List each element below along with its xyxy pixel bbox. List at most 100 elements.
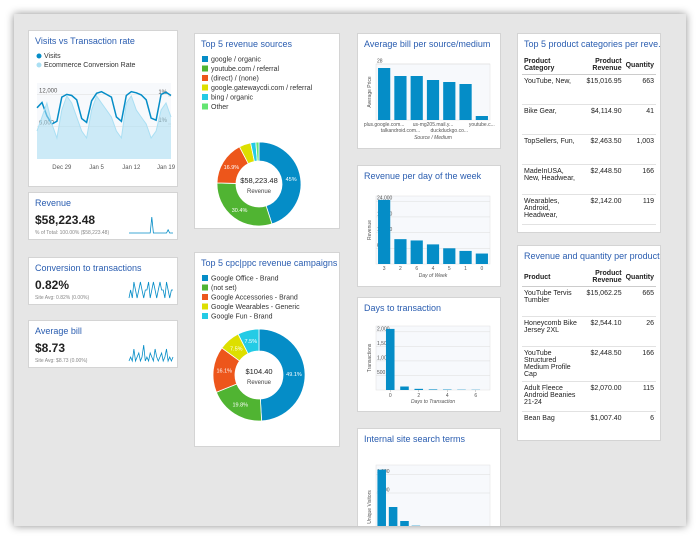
table-cell: MadeInUSA, New, Headwear,: [522, 164, 580, 195]
table-cell: 166: [623, 164, 656, 195]
sparkline-chart: [128, 281, 173, 299]
x-tick-label: Dec 29: [52, 165, 72, 171]
x-tick-label: Jan 12: [122, 165, 141, 171]
center-label: Revenue: [247, 380, 272, 386]
table-row: Bike Gear, $4,114.90 41: [522, 104, 656, 135]
chart: Google Office - Brand (not set) Google Acc…: [202, 275, 306, 422]
x-tick-label: 4: [432, 266, 435, 272]
x-tick-label: duckduckgo.co...: [431, 128, 469, 134]
legend-label: (not set): [211, 285, 237, 292]
pie-slice: [258, 141, 302, 225]
y-tick-label: 2,000: [377, 326, 390, 332]
bar: [394, 76, 407, 120]
column-header: Quantity: [623, 268, 656, 287]
x-tick-label: 0: [389, 393, 392, 399]
metric-subtitle: Site Avg: $8.73 (0.00%): [35, 358, 88, 364]
widget: 500 1,000 1,500 2,000 Transactions 0 2 4 6 Days t…: [357, 297, 501, 412]
value-label: 19.8%: [232, 403, 248, 409]
header-row: Product Product Revenue Quantity: [522, 268, 656, 287]
widget-title: Revenue: [35, 198, 72, 208]
plot-area: [375, 325, 491, 391]
x-tick-label: 6: [415, 266, 418, 272]
table-cell: Bike Gear,: [522, 104, 580, 135]
bar: [394, 239, 407, 264]
sparkline: [128, 344, 174, 363]
x-tick-label: talkandroid.com...: [381, 128, 420, 134]
sparkline-chart: [129, 216, 173, 234]
bar: [378, 199, 391, 264]
bar: [459, 84, 472, 120]
table-row: MadeInUSA, New, Headwear, $2,448.50 166: [522, 164, 656, 195]
table-cell: $2,448.50: [579, 164, 624, 195]
x-tick-label: 5: [448, 266, 451, 272]
table-row: YouTube Tervis Tumbler $15,062.25 665: [522, 286, 656, 317]
widget-title: Average bill per source/medium: [364, 39, 491, 49]
metric-value: $58,223.48: [35, 213, 96, 227]
widget: Revenue and quantity per product Product P…: [517, 245, 661, 441]
table-cell: 41: [623, 104, 656, 135]
table-row: YouTube, New, $15,016.95 663: [522, 74, 656, 105]
legend-swatch: [202, 284, 208, 291]
bar: [400, 386, 409, 390]
y-axis-label: Unique Visitors: [367, 490, 373, 524]
pie-slice: [258, 328, 306, 422]
widget: 6,00012,00018,00024,000Revenue3264510Day…: [357, 165, 501, 287]
center-value: $104.40: [245, 367, 272, 376]
widget-title: Average bill: [35, 326, 82, 336]
bar: [426, 244, 440, 264]
y-tick-label: 12,000: [39, 88, 58, 94]
bar: [443, 82, 456, 120]
table-cell: $1,007.40: [580, 411, 624, 440]
widget-title: Top 5 product categories per reve...: [524, 39, 661, 49]
widget: Conversion to transactions 0.82% Site Avg:…: [28, 257, 178, 305]
legend-label: Visits: [44, 53, 61, 60]
table-cell: 665: [623, 286, 656, 317]
table-row: Adult Fleece Android Beanies 21-24 $2,070…: [522, 381, 656, 412]
legend-label: Google Office - Brand: [211, 276, 279, 283]
bar: [410, 240, 423, 264]
legend-swatch: [202, 84, 208, 91]
chart: 6,00012,00018,00024,000Revenue3264510Day…: [367, 196, 491, 279]
value-label: 30.4%: [232, 208, 248, 214]
table-cell: 26: [623, 316, 656, 347]
bar: [475, 116, 488, 120]
table-cell: $15,062.25: [580, 286, 624, 317]
legend-label: Google Fun - Brand: [211, 314, 273, 321]
legend-swatch: [202, 275, 208, 281]
widget-title: Top 5 revenue sources: [201, 39, 293, 49]
legend-label: Google Wearables - Generic: [211, 304, 300, 311]
x-tick-label: 2: [399, 266, 402, 272]
metric-subtitle: % of Total: 100.00% ($58,223.48): [35, 230, 110, 236]
table-cell: YouTube Structured Medium Profile Cap: [522, 346, 581, 382]
chart: 500 1,000 1,500 2,000 Transactions 0 2 4 6 Days t…: [367, 325, 491, 405]
table-cell: 6: [623, 411, 656, 440]
value-label: 16.1%: [216, 369, 232, 375]
column-header: Product Revenue: [579, 56, 624, 75]
bar: [443, 248, 456, 264]
bar: [377, 469, 386, 526]
widget-title: Top 5 cpc|ppc revenue campaigns: [201, 258, 338, 268]
x-tick-label: plus.google.com...: [364, 122, 405, 128]
center-label: Revenue: [247, 189, 272, 195]
widget: Google Office - Brand (not set) Google Acc…: [194, 252, 340, 447]
metric-subtitle: Site Avg: 0.82% (0.00%): [35, 295, 90, 301]
value-label: 7.5%: [230, 346, 243, 352]
x-tick-label: 6: [474, 393, 477, 399]
value-label: 49.1%: [286, 372, 302, 378]
bar: [385, 328, 395, 390]
chart: google / organic youtube.com / referral (d…: [202, 56, 313, 227]
table-cell: Wearables, Android, Headwear,: [522, 194, 580, 225]
widget: Average bill $8.73 Site Avg: $8.73 (0.00%): [28, 320, 178, 368]
y-axis-label: Average Price: [367, 76, 373, 108]
table-cell: $2,448.50: [580, 346, 624, 382]
legend-swatch: [202, 94, 208, 100]
column-header: Product: [522, 268, 581, 287]
column-header: Quantity: [623, 56, 656, 75]
table-cell: 1,003: [623, 134, 656, 165]
metric-value: $8.73: [35, 341, 66, 355]
widget-title: Visits vs Transaction rate: [35, 36, 135, 46]
bar: [459, 250, 472, 264]
